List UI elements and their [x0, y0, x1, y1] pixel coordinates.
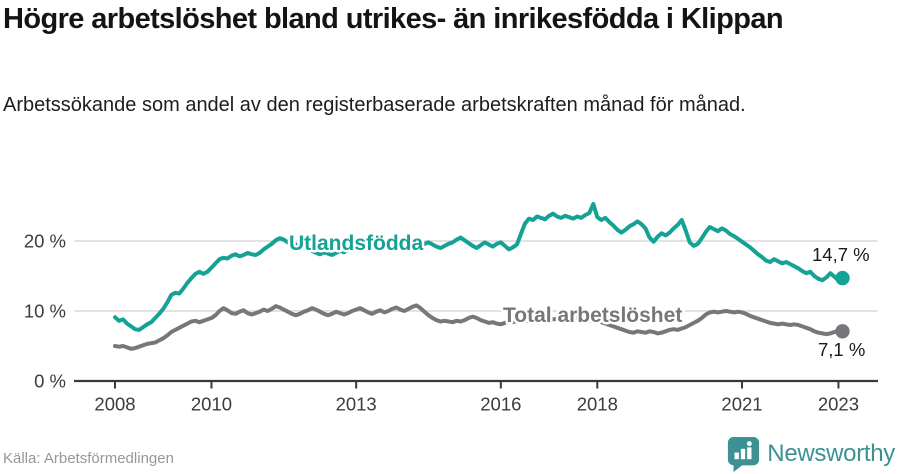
x-tick-label: 2018	[577, 394, 618, 415]
series-end-dot-1	[835, 324, 850, 339]
y-tick-label: 20 %	[24, 231, 66, 252]
series-line-0	[113, 201, 845, 332]
x-tick-label: 2008	[94, 394, 135, 415]
end-value-label-utlandsfodda: 14,7 %	[812, 244, 870, 265]
x-tick-label: 2010	[191, 394, 232, 415]
source-note: Källa: Arbetsförmedlingen	[3, 450, 174, 467]
newsworthy-logo[interactable]: Newsworthy	[726, 436, 895, 472]
series-label-utlandsfodda: Utlandsfödda	[289, 232, 423, 255]
x-tick-label: 2021	[721, 394, 762, 415]
series-label-total-arbetsloshet: Total arbetslöshet	[503, 304, 682, 327]
x-tick-label: 2016	[480, 394, 521, 415]
series-lines-group	[113, 201, 845, 351]
y-tick-label: 0 %	[34, 371, 66, 392]
newsworthy-bar-chart-icon	[728, 437, 760, 472]
series-line-1	[113, 303, 845, 351]
gridlines-group	[74, 240, 878, 389]
end-dots-group	[835, 270, 850, 339]
page-subtitle: Arbetssökande som andel av den registerb…	[3, 94, 746, 116]
page-title: Högre arbetslöshet bland utrikes- än inr…	[3, 3, 784, 35]
y-tick-label: 10 %	[24, 301, 66, 322]
axis-labels-group: 0 % 10 % 20 % 2008 2010 2013 2016 2018 2021 2023	[24, 231, 859, 415]
x-tick-label: 2013	[336, 394, 377, 415]
brand-name: Newsworthy	[767, 440, 895, 467]
series-end-dot-0	[835, 270, 850, 286]
x-tick-label: 2023	[818, 394, 859, 415]
end-value-label-total: 7,1 %	[818, 339, 865, 360]
